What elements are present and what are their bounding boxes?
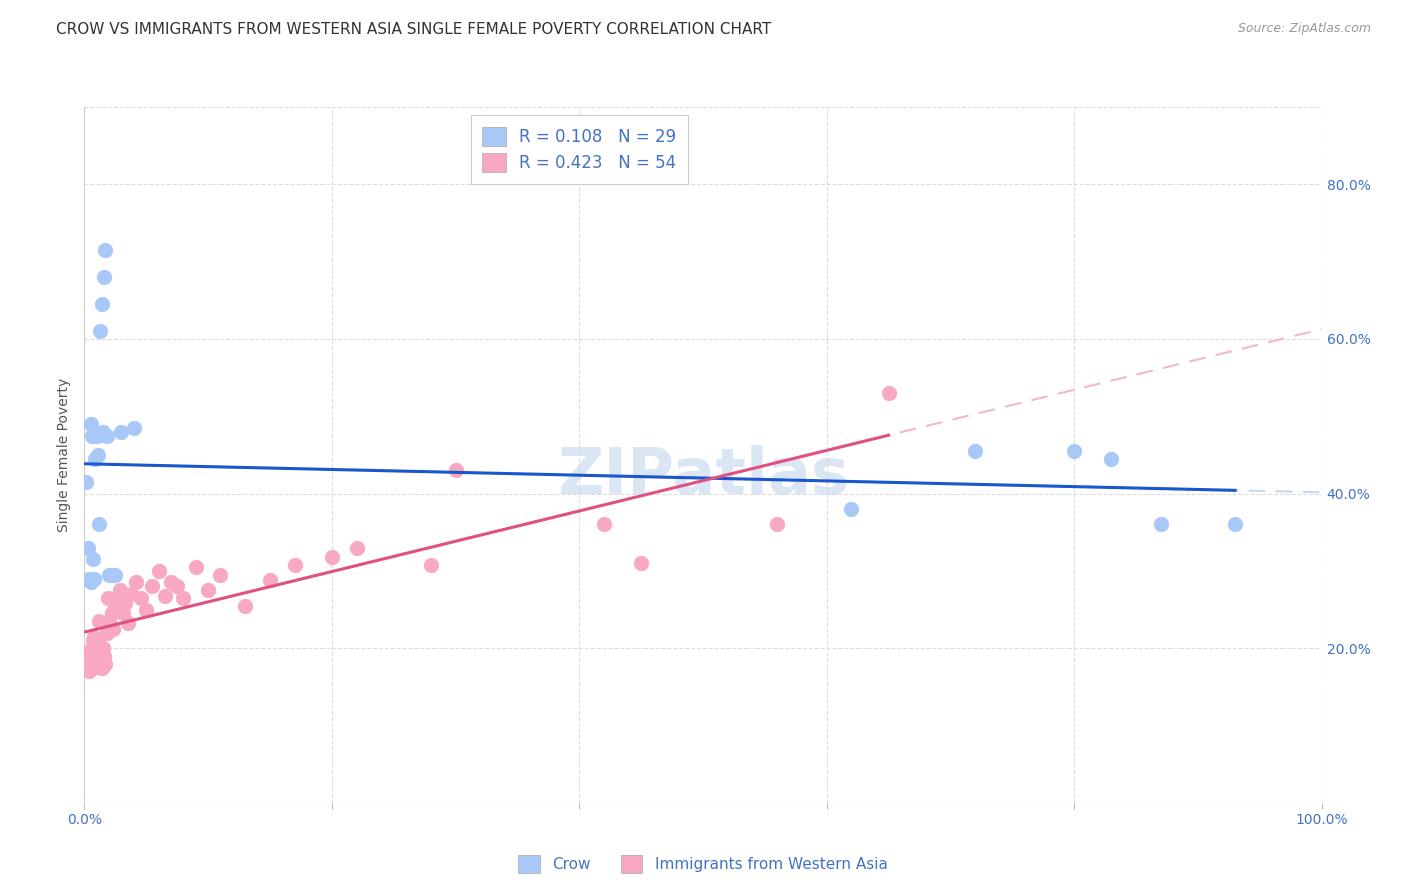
- Point: [94, 243, 117, 257]
- Point: [79, 575, 101, 590]
- Point: [97, 591, 120, 605]
- Point: [77, 645, 100, 659]
- Point: [84, 645, 107, 659]
- Point: [197, 583, 219, 598]
- Point: [94, 657, 117, 671]
- Point: [117, 616, 139, 631]
- Point: [89, 657, 111, 671]
- Point: [259, 573, 281, 587]
- Point: [90, 297, 112, 311]
- Point: [100, 607, 122, 621]
- Point: [129, 591, 152, 605]
- Point: [1063, 444, 1085, 458]
- Text: CROW VS IMMIGRANTS FROM WESTERN ASIA SINGLE FEMALE POVERTY CORRELATION CHART: CROW VS IMMIGRANTS FROM WESTERN ASIA SIN…: [56, 22, 772, 37]
- Point: [172, 591, 194, 605]
- Point: [877, 386, 900, 401]
- Point: [1150, 517, 1173, 532]
- Point: [96, 625, 118, 640]
- Point: [122, 421, 145, 435]
- Point: [166, 579, 188, 593]
- Point: [346, 541, 368, 555]
- Point: [110, 583, 132, 598]
- Point: [107, 595, 129, 609]
- Point: [91, 425, 114, 439]
- Point: [160, 575, 183, 590]
- Point: [79, 417, 101, 431]
- Point: [86, 428, 108, 442]
- Point: [89, 324, 111, 338]
- Point: [148, 564, 170, 578]
- Y-axis label: Single Female Poverty: Single Female Poverty: [58, 378, 72, 532]
- Point: [321, 549, 343, 564]
- Point: [79, 653, 101, 667]
- Point: [82, 660, 104, 674]
- Point: [75, 475, 97, 489]
- Point: [90, 660, 112, 674]
- Point: [766, 517, 789, 532]
- Point: [87, 448, 110, 462]
- Point: [76, 648, 98, 663]
- Point: [82, 552, 104, 566]
- Point: [141, 579, 163, 593]
- Point: [79, 572, 101, 586]
- Point: [93, 270, 115, 285]
- Point: [98, 618, 121, 632]
- Point: [80, 428, 103, 442]
- Point: [98, 567, 121, 582]
- Point: [125, 575, 148, 590]
- Point: [209, 567, 232, 582]
- Point: [111, 607, 134, 621]
- Point: [89, 517, 111, 532]
- Text: Source: ZipAtlas.com: Source: ZipAtlas.com: [1237, 22, 1371, 36]
- Point: [100, 567, 122, 582]
- Point: [80, 641, 103, 656]
- Point: [86, 653, 108, 667]
- Point: [593, 517, 616, 532]
- Point: [91, 641, 114, 656]
- Point: [419, 558, 441, 572]
- Point: [82, 633, 104, 648]
- Point: [184, 560, 207, 574]
- Point: [135, 602, 157, 616]
- Point: [77, 541, 100, 555]
- Point: [1099, 451, 1122, 466]
- Point: [114, 596, 136, 610]
- Point: [841, 502, 863, 516]
- Text: ZIPatlas: ZIPatlas: [557, 445, 849, 507]
- Point: [93, 648, 115, 663]
- Point: [104, 567, 127, 582]
- Point: [284, 558, 307, 572]
- Point: [965, 444, 987, 458]
- Point: [233, 599, 256, 613]
- Legend: Crow, Immigrants from Western Asia: Crow, Immigrants from Western Asia: [512, 849, 894, 879]
- Point: [96, 428, 118, 442]
- Point: [110, 425, 132, 439]
- Point: [444, 463, 467, 477]
- Point: [630, 556, 652, 570]
- Point: [98, 614, 121, 628]
- Point: [89, 614, 111, 628]
- Point: [101, 622, 124, 636]
- Point: [75, 660, 97, 674]
- Point: [1223, 517, 1246, 532]
- Point: [104, 599, 127, 613]
- Point: [83, 630, 105, 644]
- Point: [120, 587, 142, 601]
- Point: [79, 665, 101, 679]
- Point: [83, 572, 105, 586]
- Point: [153, 589, 176, 603]
- Point: [84, 451, 107, 466]
- Point: [87, 633, 110, 648]
